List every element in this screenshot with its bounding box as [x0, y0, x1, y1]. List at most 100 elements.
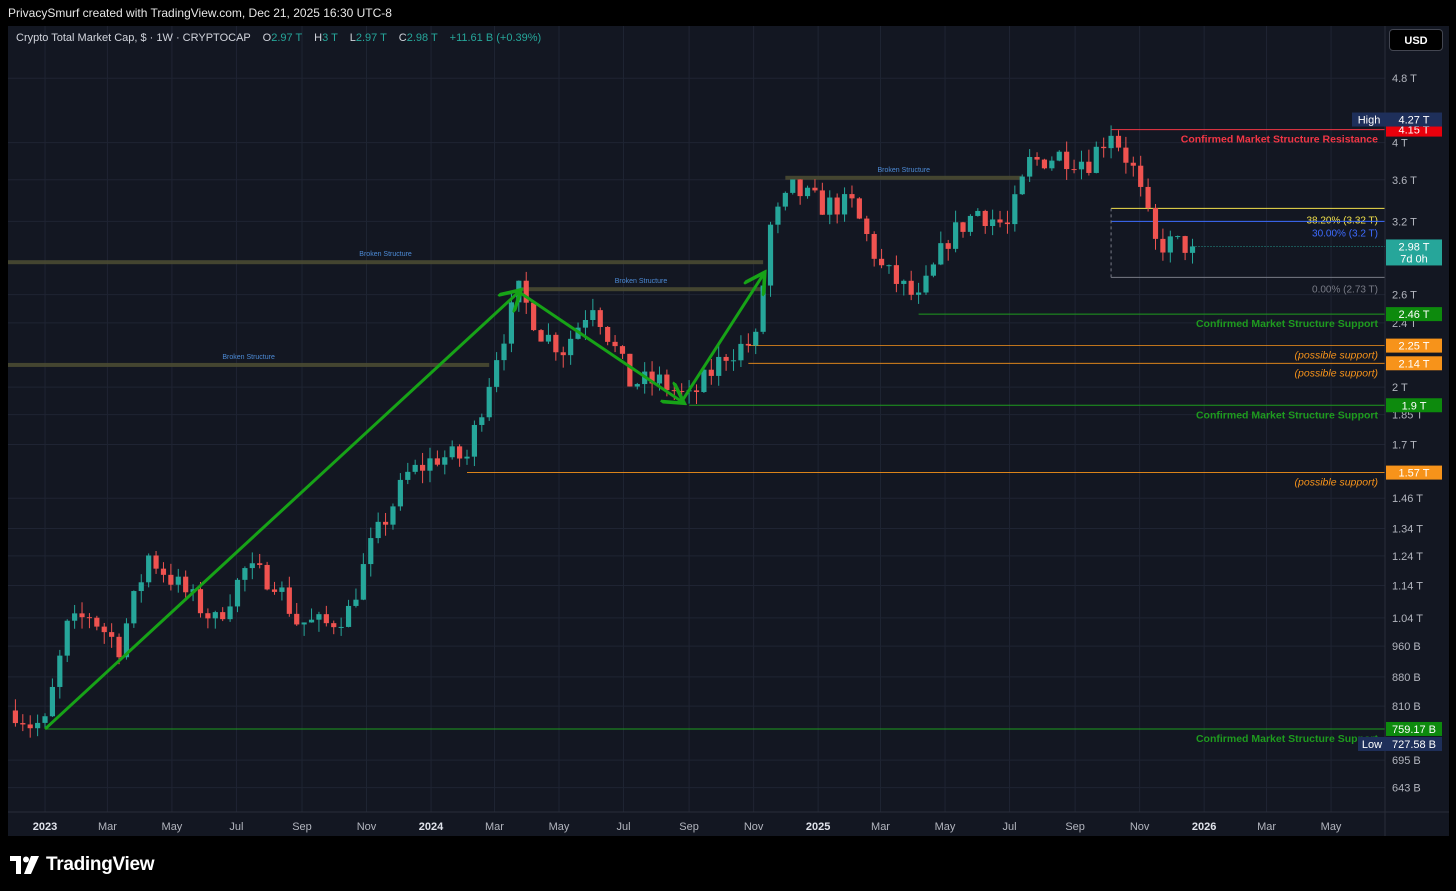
ohlc-low-value: 2.97 T	[355, 32, 387, 44]
trend-arrow	[517, 290, 682, 402]
candle-body	[804, 187, 811, 197]
candle-body	[886, 265, 892, 267]
candle-body	[671, 390, 677, 392]
candle-body	[109, 632, 115, 637]
candle-body	[323, 614, 329, 624]
level-price-tag	[1386, 398, 1442, 413]
candle-body	[368, 538, 374, 565]
candle-body	[627, 353, 633, 387]
candle-body	[457, 446, 463, 459]
candle-body	[183, 576, 189, 593]
candle-body	[1064, 151, 1070, 170]
candle-body	[1138, 165, 1144, 187]
chart-panel[interactable]	[8, 26, 1449, 836]
y-tick-label: 810 B	[1392, 701, 1421, 713]
x-tick-label: Sep	[292, 821, 312, 833]
candle-body	[967, 215, 974, 232]
candle-body	[545, 334, 552, 342]
candle-body	[12, 710, 18, 724]
candle-body	[1071, 169, 1077, 171]
candle-body	[116, 636, 122, 658]
candle-body	[612, 341, 618, 347]
level-price-tag-text: 1.9 T	[1402, 400, 1427, 412]
price-tag-value: 4.27 T	[1399, 115, 1430, 127]
candle-body	[1189, 246, 1196, 253]
x-tick-label: May	[162, 821, 183, 833]
current-price-tag-bg	[1386, 239, 1442, 266]
candle-body	[153, 555, 159, 569]
y-tick-label: 1.85 T	[1392, 410, 1423, 422]
candle-body	[597, 310, 603, 327]
ohlc-high-value: 3 T	[322, 32, 338, 44]
candle-body	[767, 224, 774, 286]
candle-body	[753, 331, 759, 346]
broken-structure-zone	[8, 260, 764, 265]
candle-body	[390, 506, 396, 525]
candle-body	[878, 258, 885, 266]
ohlc-open-value: 2.97 T	[271, 32, 303, 44]
candle-body	[279, 587, 285, 592]
candle-body	[1182, 236, 1188, 253]
candle-body	[338, 626, 344, 628]
tradingview-wordmark: TradingView	[46, 854, 155, 875]
candle-body	[590, 310, 596, 320]
candle-body	[42, 716, 48, 723]
candle-body	[938, 243, 944, 265]
price-tag-bg	[1386, 112, 1442, 127]
candle-body	[982, 210, 988, 226]
candle-body	[419, 464, 426, 471]
attribution-bar: PrivacySmurf created with TradingView.co…	[0, 0, 1456, 26]
level-price-tag-text: 2.14 T	[1399, 358, 1430, 370]
level-price-tag	[1386, 356, 1442, 371]
level-label: Confirmed Market Structure Resistance	[1181, 134, 1378, 146]
y-tick-label: 4.8 T	[1392, 73, 1417, 85]
attribution-text: PrivacySmurf created with TradingView.co…	[8, 6, 392, 20]
candle-body	[442, 457, 448, 465]
change-value: +11.61 B (+0.39%)	[449, 32, 542, 44]
candle-body	[257, 563, 263, 565]
candle-body	[908, 280, 914, 295]
candle-body	[212, 612, 218, 619]
candle-body	[819, 190, 825, 215]
candle-body	[1093, 146, 1099, 173]
y-tick-label: 880 B	[1392, 672, 1421, 684]
candle-body	[353, 599, 359, 606]
ohlc-close-value: 2.98 T	[406, 32, 438, 44]
level-label: (possible support)	[1295, 477, 1378, 489]
level-price-tag	[1386, 721, 1442, 736]
candle-body	[893, 265, 899, 284]
ohlc-low-label: L	[349, 32, 356, 44]
level-price-tag-text: 4.15 T	[1399, 125, 1430, 137]
candle-body	[301, 622, 307, 625]
candle-body	[494, 360, 500, 387]
symbol-name: Crypto Total Market Cap, $ · 1W · CRYPTO…	[16, 32, 251, 44]
x-tick-label: 2024	[419, 821, 444, 833]
candle-body	[975, 210, 981, 216]
level-price-tag-text: 759.17 B	[1392, 724, 1436, 736]
candle-body	[1152, 207, 1159, 239]
y-tick-label: 4 T	[1392, 138, 1408, 150]
y-tick-label: 1.34 T	[1392, 523, 1423, 535]
candle-body	[997, 219, 1003, 223]
candle-body	[486, 386, 492, 418]
level-label: Confirmed Market Structure Support	[1196, 409, 1379, 421]
y-tick-label: 3.6 T	[1392, 175, 1417, 187]
candle-body	[834, 197, 840, 215]
level-price-tag-text: 2.46 T	[1399, 309, 1430, 321]
x-tick-label: Jul	[1003, 821, 1017, 833]
ohlc-open-label: O	[262, 32, 272, 44]
level-label: (possible support)	[1295, 367, 1378, 379]
candle-body	[35, 722, 41, 729]
candle-body	[953, 222, 959, 249]
candle-body	[531, 302, 537, 331]
candle-body	[797, 179, 803, 197]
candle-body	[86, 617, 93, 619]
currency-button[interactable]: USD	[1389, 29, 1443, 51]
tradingview-logo[interactable]: TradingView	[10, 854, 155, 876]
candle-body	[745, 343, 751, 346]
candle-body	[101, 626, 107, 633]
candle-body	[294, 613, 300, 625]
y-tick-label: 695 B	[1392, 755, 1421, 767]
candle-body	[605, 326, 611, 342]
